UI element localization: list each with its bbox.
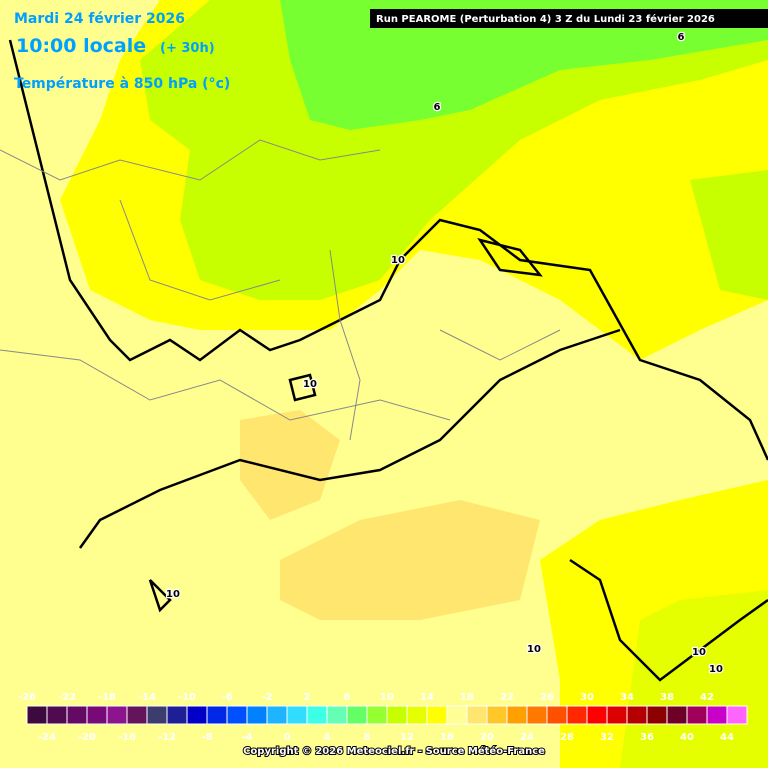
contour-label: 10 [527, 644, 541, 655]
colorbar-label: -22 [58, 692, 76, 703]
colorbar-label: 38 [660, 692, 674, 703]
colorbar-label: 12 [400, 732, 414, 743]
color-box [506, 705, 528, 725]
colorbar-label: -16 [118, 732, 136, 743]
colorbar-label: -18 [98, 692, 116, 703]
contour-label: 10 [692, 647, 706, 658]
lead-time: (+ 30h) [160, 41, 215, 56]
color-box [586, 705, 608, 725]
color-box [206, 705, 228, 725]
color-box [266, 705, 288, 725]
color-box [166, 705, 188, 725]
color-box [666, 705, 688, 725]
color-box [346, 705, 368, 725]
variable: Température à 850 hPa (°c) [14, 76, 230, 92]
color-box [426, 705, 448, 725]
colorbar-label: -26 [18, 692, 36, 703]
run-banner [370, 9, 768, 28]
time: 10:00 locale [16, 35, 146, 57]
run-info: Run PEAROME (Perturbation 4) 3 Z du Lund… [376, 13, 715, 25]
color-box [566, 705, 588, 725]
colorbar-label: 18 [460, 692, 474, 703]
green-zone [280, 0, 768, 130]
colorbar-label: 6 [344, 692, 351, 703]
orange-zone [240, 410, 540, 620]
color-box [126, 705, 148, 725]
color-box [286, 705, 308, 725]
colorbar-label: 34 [620, 692, 634, 703]
colorbar-label: -20 [78, 732, 96, 743]
color-box [66, 705, 88, 725]
colorbar-label: 8 [364, 732, 371, 743]
color-box [86, 705, 108, 725]
colorbar-label: -24 [38, 732, 56, 743]
colorbar-label: -14 [138, 692, 156, 703]
colorbar-label: 10 [380, 692, 394, 703]
contour-label: 6 [434, 102, 441, 113]
color-box [246, 705, 268, 725]
color-box [726, 705, 748, 725]
colorbar-label: 24 [520, 732, 534, 743]
colorbar-label: 36 [640, 732, 654, 743]
contour-label: 10 [166, 589, 180, 600]
color-box [446, 705, 468, 725]
colorbar-label: 16 [440, 732, 454, 743]
colorbar-label: 26 [540, 692, 554, 703]
colorbar-label: -8 [201, 732, 212, 743]
colorbar-label: 4 [324, 732, 331, 743]
color-box [686, 705, 708, 725]
colorbar-label: 30 [580, 692, 594, 703]
colorbar-label: 40 [680, 732, 694, 743]
light-green-zone [690, 170, 768, 300]
color-box [646, 705, 668, 725]
color-box [106, 705, 128, 725]
colorbar-label: -6 [221, 692, 232, 703]
colorbar-label: 42 [700, 692, 714, 703]
colorbar-label: -4 [241, 732, 252, 743]
colorbar-label: 22 [500, 692, 514, 703]
colorbar-label: 20 [480, 732, 494, 743]
color-box [706, 705, 728, 725]
contour-label: 10 [303, 379, 317, 390]
colorbar-label: 0 [284, 732, 291, 743]
contour-label: 6 [678, 32, 685, 43]
colorbar-label: 44 [720, 732, 734, 743]
color-box [366, 705, 388, 725]
color-box [406, 705, 428, 725]
color-box [46, 705, 68, 725]
contour-label: 10 [391, 255, 405, 266]
color-box [466, 705, 488, 725]
color-box [546, 705, 568, 725]
color-box [626, 705, 648, 725]
copyright: Copyright © 2026 Meteociel.fr - Source M… [243, 745, 545, 757]
color-box [606, 705, 628, 725]
color-box [526, 705, 548, 725]
color-box [306, 705, 328, 725]
color-box [226, 705, 248, 725]
color-box [326, 705, 348, 725]
date: Mardi 24 février 2026 [14, 11, 185, 27]
colorbar-label: -12 [158, 732, 176, 743]
color-box [186, 705, 208, 725]
borders [0, 139, 561, 441]
colorbar-label: -10 [178, 692, 196, 703]
colorbar-label: -2 [261, 692, 272, 703]
colorbar-label: 32 [600, 732, 614, 743]
colorbar-label: 2 [304, 692, 311, 703]
contour-lines [8, 39, 768, 682]
colorbar-label: 28 [560, 732, 574, 743]
contour-label: 10 [709, 664, 723, 675]
color-box [146, 705, 168, 725]
color-box [386, 705, 408, 725]
colorbar-label: 14 [420, 692, 434, 703]
color-box [486, 705, 508, 725]
color-box [26, 705, 48, 725]
